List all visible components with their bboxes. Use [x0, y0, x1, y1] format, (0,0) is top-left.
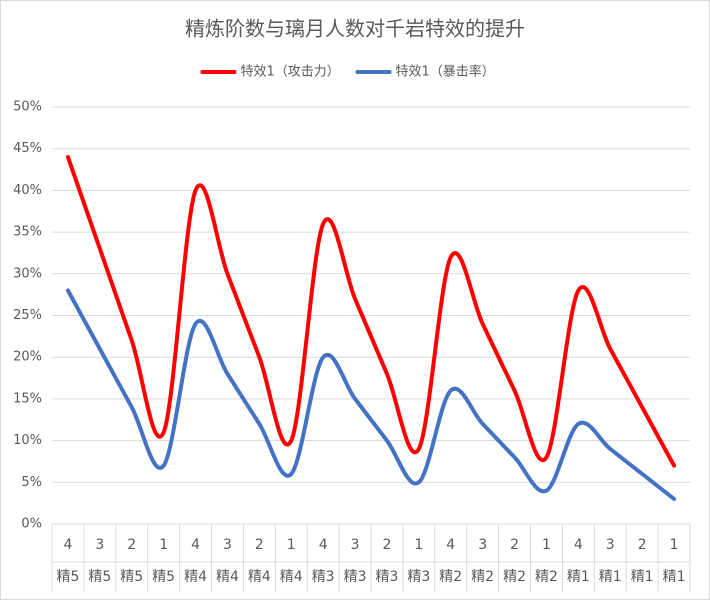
x-tick-label: 2: [638, 537, 647, 553]
y-tick-label: 25%: [13, 308, 42, 323]
y-tick-label: 0%: [21, 517, 42, 532]
y-tick-label: 5%: [21, 475, 42, 490]
x-group-label: 精3: [375, 569, 398, 585]
x-group-label: 精5: [88, 569, 111, 585]
x-group-label: 精4: [280, 569, 303, 585]
x-group-label: 精3: [312, 569, 335, 585]
x-tick-label: 2: [382, 537, 391, 553]
x-tick-label: 2: [127, 537, 136, 553]
chart-title: 精炼阶数与璃月人数对千岩特效的提升: [185, 17, 525, 41]
y-tick-label: 50%: [13, 100, 42, 115]
x-group-label: 精4: [248, 569, 271, 585]
series-line: [65, 288, 677, 501]
x-group-label: 精2: [471, 569, 494, 585]
y-tick-label: 45%: [13, 141, 42, 156]
x-tick-label: 3: [351, 537, 360, 553]
x-tick-label: 4: [574, 537, 583, 553]
x-group-label: 精2: [503, 569, 526, 585]
x-tick-label: 3: [95, 537, 104, 553]
x-group-label: 精1: [663, 569, 686, 585]
x-group-label: 精3: [407, 569, 430, 585]
x-tick-label: 1: [287, 537, 296, 553]
y-tick-label: 30%: [13, 266, 42, 281]
x-tick-label: 1: [670, 537, 679, 553]
x-tick-label: 3: [478, 537, 487, 553]
x-tick-label: 4: [191, 537, 200, 553]
x-tick-label: 3: [606, 537, 615, 553]
x-group-label: 精3: [344, 569, 367, 585]
x-tick-label: 1: [542, 537, 551, 553]
x-tick-label: 1: [414, 537, 423, 553]
legend-label: 特效1（攻击力）: [241, 65, 340, 80]
x-tick-label: 4: [319, 537, 328, 553]
x-tick-label: 2: [510, 537, 519, 553]
y-tick-label: 15%: [13, 391, 42, 406]
y-tick-label: 10%: [13, 433, 42, 448]
x-tick-label: 2: [255, 537, 264, 553]
x-group-label: 精1: [567, 569, 590, 585]
x-group-label: 精1: [631, 569, 654, 585]
x-group-label: 精5: [56, 569, 79, 585]
x-group-label: 精4: [184, 569, 207, 585]
x-group-label: 精2: [535, 569, 558, 585]
x-tick-label: 3: [223, 537, 232, 553]
legend-label: 特效1（暴击率）: [396, 64, 495, 80]
y-tick-label: 35%: [13, 225, 42, 240]
x-group-label: 精5: [120, 569, 143, 585]
x-tick-label: 1: [159, 537, 168, 553]
series-line: [65, 155, 677, 468]
x-group-label: 精1: [599, 569, 622, 585]
x-group-label: 精2: [439, 569, 462, 585]
y-tick-label: 40%: [13, 183, 42, 198]
x-tick-label: 4: [63, 537, 72, 553]
x-tick-label: 4: [446, 537, 455, 553]
y-tick-label: 20%: [13, 350, 42, 365]
x-group-label: 精5: [152, 569, 175, 585]
x-group-label: 精4: [216, 569, 239, 585]
